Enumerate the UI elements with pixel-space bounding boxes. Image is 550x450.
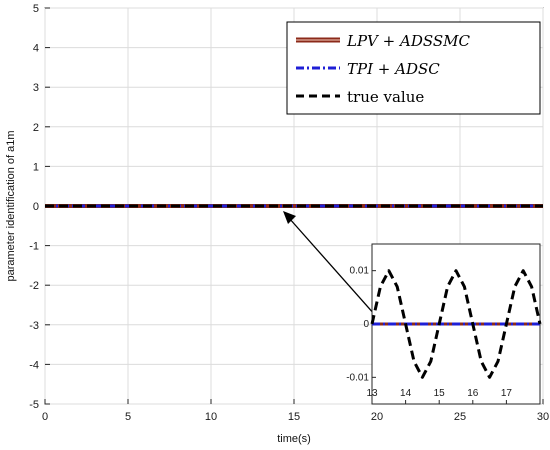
y-tick-label: -3 bbox=[29, 320, 39, 332]
x-tick-label: 30 bbox=[537, 411, 549, 423]
y-tick-label: 5 bbox=[33, 3, 39, 15]
x-tick-label: 20 bbox=[371, 411, 383, 423]
y-tick-label: 1 bbox=[33, 161, 39, 173]
inset-y-tick-label: 0.01 bbox=[350, 266, 370, 277]
y-axis-ticks: 5 4 3 2 1 0 -1 -2 -3 -4 -5 bbox=[29, 3, 50, 411]
x-tick-label: 0 bbox=[42, 411, 48, 423]
x-tick-label: 5 bbox=[125, 411, 131, 423]
x-axis-label: time(s) bbox=[277, 433, 311, 445]
y-tick-label: 3 bbox=[33, 82, 39, 94]
x-tick-label: 15 bbox=[288, 411, 300, 423]
y-tick-label: 2 bbox=[33, 122, 39, 134]
inset-series bbox=[370, 269, 542, 379]
y-tick-label: -5 bbox=[29, 399, 39, 411]
y-tick-label: 0 bbox=[33, 201, 39, 213]
y-axis-label: parameter identification of a1m bbox=[5, 130, 17, 281]
y-tick-label: -2 bbox=[29, 280, 39, 292]
legend-label-tpi: TPI + ADSC bbox=[347, 60, 440, 78]
legend: LPV + ADSSMC TPI + ADSC true value bbox=[286, 21, 541, 115]
y-tick-label: -1 bbox=[29, 241, 39, 253]
inset-y-tick-label: 0 bbox=[363, 319, 369, 330]
inset-y-tick-label: -0.01 bbox=[346, 372, 369, 383]
inset-series-line-dashed bbox=[370, 269, 542, 379]
y-tick-label: 4 bbox=[33, 43, 39, 55]
legend-label-lpv: LPV + ADSSMC bbox=[346, 32, 470, 50]
zoom-arrow bbox=[283, 211, 384, 325]
inset-x-tick-label: 17 bbox=[501, 388, 513, 399]
inset-x-tick-label: 16 bbox=[467, 388, 479, 399]
x-tick-label: 25 bbox=[454, 411, 466, 423]
inset-x-tick-label: 13 bbox=[366, 388, 378, 399]
inset-x-tick-label: 14 bbox=[400, 388, 412, 399]
x-axis-ticks: 0 5 10 15 20 25 30 bbox=[42, 399, 549, 423]
inset-x-tick-label: 15 bbox=[434, 388, 446, 399]
x-tick-label: 10 bbox=[205, 411, 217, 423]
legend-label-true: true value bbox=[347, 88, 424, 106]
y-tick-label: -4 bbox=[29, 359, 39, 371]
